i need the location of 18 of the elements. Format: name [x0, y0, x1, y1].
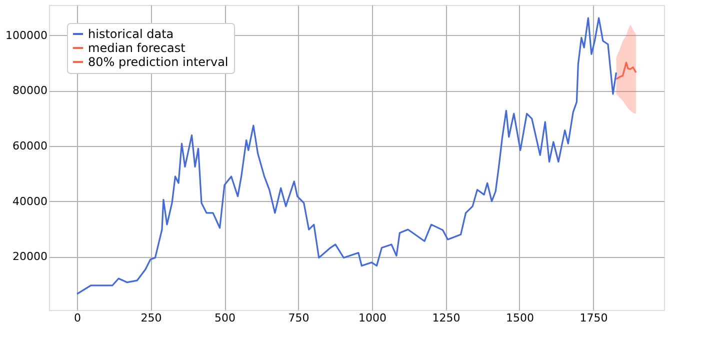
- x-tick-label: 1750: [580, 312, 608, 324]
- annotation: 80% prediction interval: [88, 55, 228, 69]
- x-tick-label: 500: [214, 312, 236, 324]
- line-series: [76, 17, 618, 295]
- y-tick-label: 80000: [12, 84, 48, 98]
- y-tick-label: 60000: [12, 140, 48, 153]
- x-tick-label: 1000: [358, 312, 386, 324]
- x-tick-label: 750: [288, 312, 310, 324]
- x-tick-label: 1500: [506, 312, 534, 324]
- y-tick-label: 20000: [12, 250, 48, 264]
- y-tick-label: 40000: [12, 194, 48, 208]
- line-series: [615, 62, 637, 80]
- legend-label: historical data: [88, 27, 174, 41]
- x-tick-label: 1250: [432, 312, 460, 324]
- x-tick-label: 250: [140, 312, 162, 324]
- y-tick-label: 100000: [6, 28, 48, 42]
- x-tick-label: 0: [74, 312, 82, 324]
- legend-label: median forecast: [88, 41, 186, 55]
